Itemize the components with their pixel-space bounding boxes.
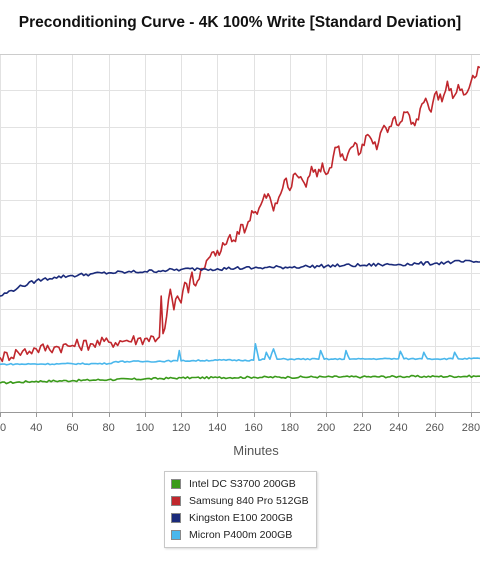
x-tick-label-220: 220 — [353, 422, 371, 434]
x-tick-label-80: 80 — [103, 422, 115, 434]
grid-layer — [0, 54, 480, 412]
legend-item-kingston[interactable]: Kingston E100 200GB — [171, 512, 293, 524]
legend-swatch-intel — [171, 479, 181, 489]
series-line-intel-dc-s3700-200gb — [0, 374, 480, 385]
x-tick-label-120: 120 — [172, 422, 190, 434]
axis-layer — [0, 54, 480, 413]
legend-item-micron[interactable]: Micron P400m 200GB — [171, 529, 292, 541]
x-tick-label-200: 200 — [317, 422, 335, 434]
legend-label-kingston: Kingston E100 200GB — [189, 512, 293, 524]
x-tick-label-280: 280 — [462, 422, 480, 434]
legend-swatch-micron — [171, 530, 181, 540]
tick-layer: 20 40 60 80 100 120 140 160 180 200 220 240 260 280 — [0, 412, 480, 434]
x-axis-label: Minutes — [233, 443, 279, 458]
x-tick-label-60: 60 — [66, 422, 78, 434]
legend-label-micron: Micron P400m 200GB — [189, 529, 293, 541]
series-line-samsung-840-pro-512gb — [0, 65, 480, 363]
legend-swatch-samsung — [171, 496, 181, 506]
x-tick-label-180: 180 — [281, 422, 299, 434]
x-tick-label-20: 20 — [0, 422, 6, 434]
legend-label-intel: Intel DC S3700 200GB — [189, 478, 296, 490]
series-line-kingston-e100-200gb — [0, 259, 480, 297]
series-layer — [0, 65, 480, 385]
x-tick-label-160: 160 — [244, 422, 262, 434]
x-tick-label-240: 240 — [389, 422, 407, 434]
x-tick-label-40: 40 — [30, 422, 42, 434]
series-line-micron-p400m-200gb — [0, 342, 480, 366]
legend: Intel DC S3700 200GB Samsung 840 Pro 512… — [164, 471, 317, 548]
x-tick-label-140: 140 — [208, 422, 226, 434]
legend-item-intel[interactable]: Intel DC S3700 200GB — [171, 478, 296, 490]
legend-swatch-kingston — [171, 513, 181, 523]
x-tick-label-100: 100 — [136, 422, 154, 434]
x-tick-label-260: 260 — [426, 422, 444, 434]
legend-label-samsung: Samsung 840 Pro 512GB — [189, 495, 309, 507]
legend-item-samsung[interactable]: Samsung 840 Pro 512GB — [171, 495, 309, 507]
chart-title: Preconditioning Curve - 4K 100% Write [S… — [18, 14, 462, 31]
